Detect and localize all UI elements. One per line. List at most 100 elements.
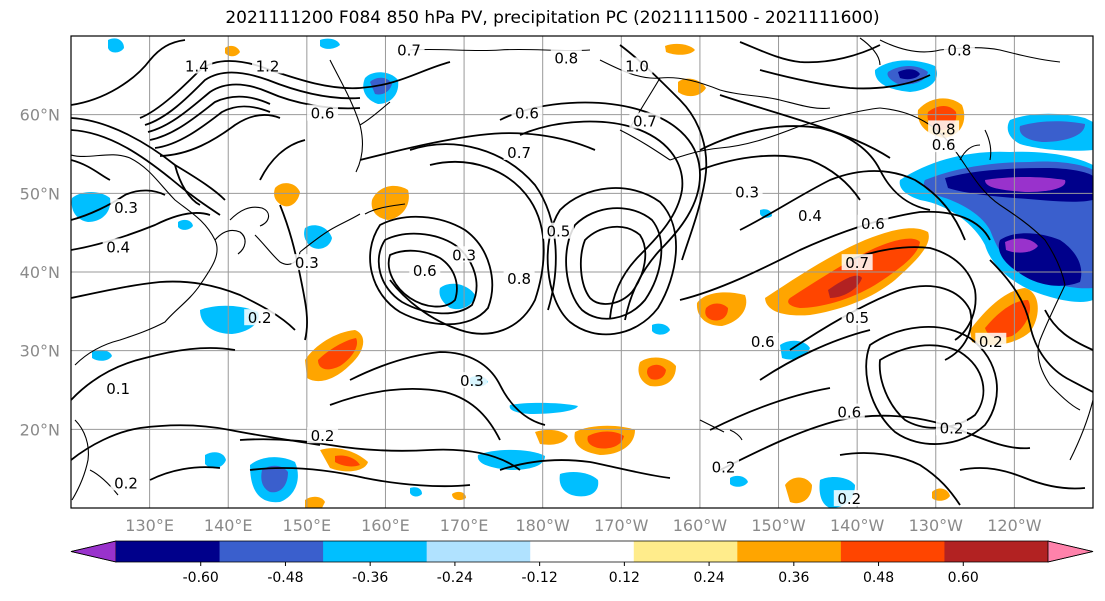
contour-label: 0.6 <box>932 136 956 154</box>
contour-label: 0.5 <box>546 223 570 241</box>
latitude-labels: 60°N 50°N 40°N 30°N 20°N <box>20 106 60 440</box>
contour-label-bg <box>252 57 284 74</box>
contour-label-bg <box>708 458 740 475</box>
colorbar-extend-min <box>70 540 117 563</box>
contour-label: 0.7 <box>633 113 657 131</box>
contour-label: 0.4 <box>106 238 130 256</box>
contour-label-bg <box>935 419 967 436</box>
contour-label: 0.2 <box>311 427 335 445</box>
map-title: 2021111200 F084 850 hPa PV, precipitatio… <box>225 8 880 28</box>
negative-anomaly-small-11 <box>178 219 193 230</box>
negative-anomaly-kuril-2 <box>439 283 475 310</box>
latitude-label: 60°N <box>20 106 60 125</box>
contour-label: 0.2 <box>837 490 861 508</box>
negative-anomaly-small-8 <box>730 475 748 487</box>
negative-anomaly-oregon-max <box>1005 238 1038 253</box>
contour-label-bg <box>181 57 213 74</box>
contour-label-bg <box>928 120 960 137</box>
coastlines <box>71 37 1093 501</box>
negative-anomaly-small-5 <box>652 323 670 335</box>
contour-label: 0.7 <box>845 254 869 272</box>
negative-anomaly-e-china <box>71 192 111 222</box>
colorbar-bin <box>944 541 1049 562</box>
contour-label: 0.6 <box>311 105 335 123</box>
contour-label: 0.8 <box>947 42 971 60</box>
colorbar: -0.60 -0.48 -0.36 -0.24 -0.12 0.12 0.24 0.36 0.4… <box>70 540 1094 586</box>
negative-anomaly-small-2 <box>108 38 124 53</box>
colorbar-outline <box>70 540 1094 563</box>
colorbar-bin <box>737 541 842 562</box>
colorbar-tick-label: 0.24 <box>694 570 725 586</box>
contour-label-bg <box>857 214 889 231</box>
negative-anomaly-subtrop-w-core <box>261 465 288 493</box>
longitude-label: 150°E <box>283 516 332 535</box>
longitude-label: 160°E <box>361 516 410 535</box>
longitude-label: 170°W <box>594 516 649 535</box>
contour-label-bg <box>928 136 960 153</box>
colorbar-tick-label: -0.60 <box>183 570 219 586</box>
negative-anomaly-hawaii-s <box>780 340 810 360</box>
contour-label-bg <box>503 144 535 160</box>
contour-label-bg <box>841 309 873 326</box>
contour-label-bg <box>307 427 339 444</box>
contour-label: 0.8 <box>507 270 531 288</box>
positive-anomaly-california-core <box>985 300 1031 338</box>
positive-anomaly-north-sea-1 <box>665 43 695 55</box>
negative-anomaly-small-6 <box>760 209 772 218</box>
longitude-label: 140°E <box>204 516 253 535</box>
longitude-label: 130°W <box>909 516 964 535</box>
contour-label-bg <box>102 380 134 396</box>
precipitation-shading <box>71 38 1093 508</box>
negative-anomaly-alaska-north-max <box>898 69 920 80</box>
negative-anomaly-nw-america-max <box>985 177 1066 192</box>
contour-label: 0.6 <box>837 404 861 422</box>
contour-label: 1.2 <box>256 57 280 75</box>
contour-label: 0.8 <box>554 50 578 68</box>
contour-label: 0.3 <box>452 246 476 264</box>
colorbar-bin <box>530 541 635 562</box>
positive-anomaly-ne-pacific-core <box>788 238 920 308</box>
positive-anomaly-kuril <box>371 185 409 220</box>
positive-anomaly-small-4 <box>225 45 240 57</box>
contour-label: 0.1 <box>106 380 130 398</box>
colorbar-bin <box>840 541 945 562</box>
contour-label-bg <box>542 222 574 239</box>
contour-label: 0.7 <box>507 144 531 162</box>
contour-label-bg <box>833 490 865 507</box>
positive-anomaly-japan <box>274 183 300 207</box>
contour-label: 0.3 <box>460 372 484 390</box>
positive-anomaly-subtrop-2 <box>535 429 568 445</box>
contour-label: 1.4 <box>185 57 209 75</box>
contour-label-bg <box>291 254 323 271</box>
colorbar-tick-label: 0.48 <box>863 570 894 586</box>
contour-label-bg <box>448 246 480 263</box>
contour-label: 0.8 <box>932 120 956 138</box>
negative-anomaly-japan-sea <box>200 305 259 334</box>
contour-label-bg <box>503 269 535 286</box>
contour-label-bg <box>511 104 543 121</box>
negative-anomaly-small-9 <box>410 487 422 497</box>
contour-label-bg <box>110 474 142 491</box>
positive-anomaly-e-pacific-s <box>785 477 812 504</box>
positive-anomaly-subtrop-1-core <box>587 431 624 449</box>
contour-label: 0.2 <box>248 309 272 327</box>
contour-label: 0.6 <box>515 105 539 123</box>
colorbar-tick-label: 0.12 <box>609 570 640 586</box>
colorbar-bin <box>426 541 531 562</box>
contour-label: 1.0 <box>625 57 649 75</box>
positive-anomaly-hawaii-ne-core <box>705 303 728 321</box>
contour-label-bg <box>102 238 134 255</box>
negative-anomaly-kamchatka-core <box>370 77 392 95</box>
colorbar-bin <box>219 541 324 562</box>
longitude-label: 140°W <box>830 516 885 535</box>
longitude-label: 160°W <box>673 516 728 535</box>
longitude-label: 170°E <box>440 516 489 535</box>
longitude-label: 150°W <box>751 516 806 535</box>
latitude-label: 40°N <box>20 263 60 282</box>
positive-anomaly-subtrop-3-core <box>335 455 360 467</box>
colorbar-tick-label: 0.60 <box>948 570 979 586</box>
positive-anomaly-mid-pacific-core <box>647 364 666 380</box>
contour-label: 0.7 <box>397 42 421 60</box>
colorbar-extend-max <box>1047 540 1094 563</box>
